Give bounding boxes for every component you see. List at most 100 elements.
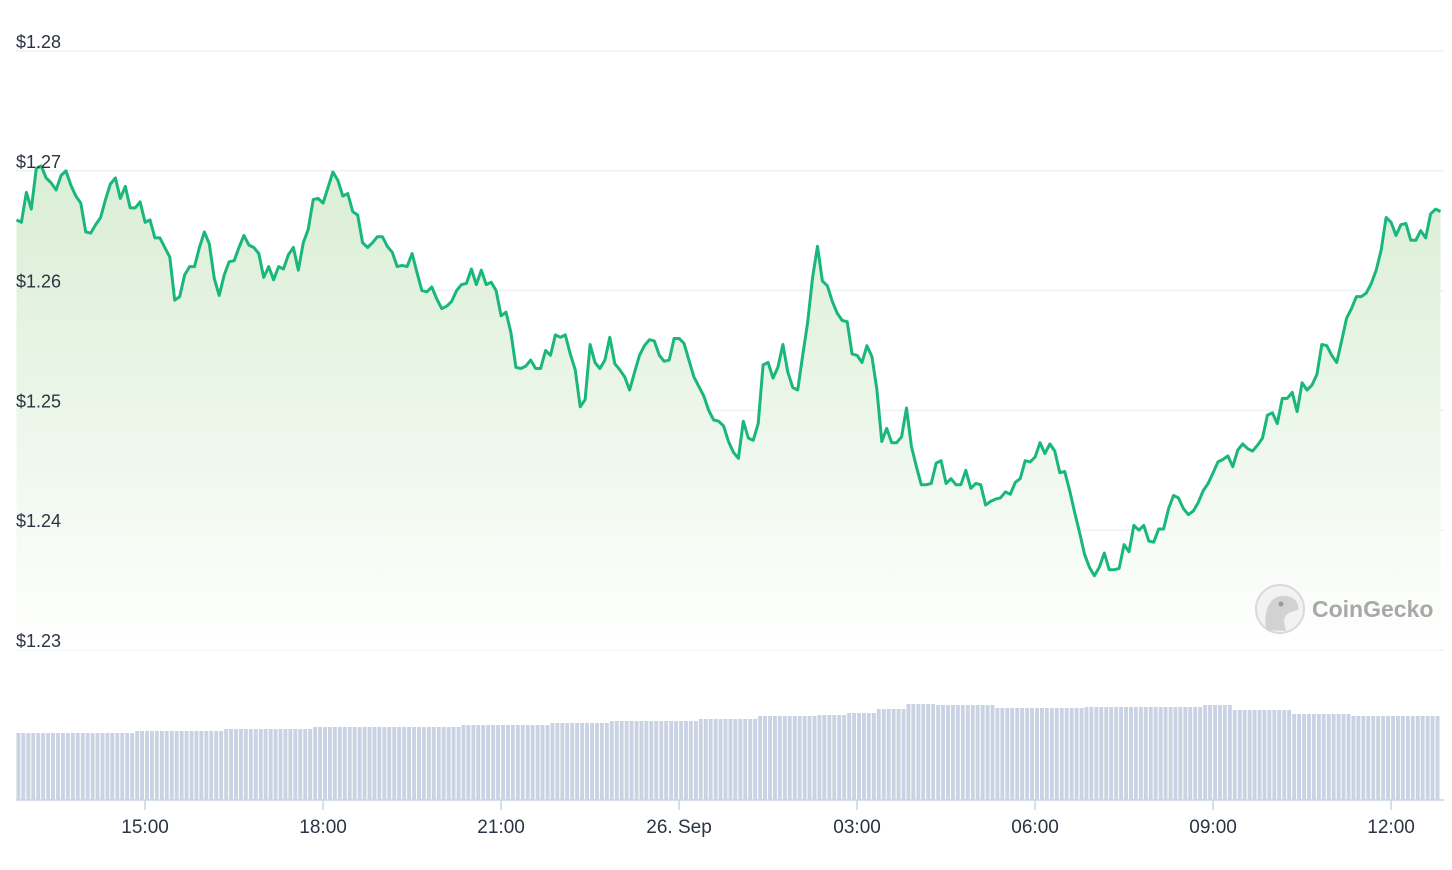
volume-bar [436, 727, 441, 800]
volume-bar [1371, 716, 1376, 800]
x-tick-label: 09:00 [1189, 817, 1237, 838]
volume-bar [1361, 716, 1366, 800]
volume-bar [1040, 708, 1044, 800]
volume-bar [323, 727, 327, 800]
volume-bar [26, 733, 31, 800]
volume-bar [955, 705, 960, 800]
volume-bar [768, 716, 772, 800]
volume-bar [980, 705, 985, 800]
volume-bar [1222, 705, 1227, 800]
volume-bar [812, 716, 817, 800]
volume-bar [1049, 708, 1054, 800]
x-tick-label: 26. Sep [646, 817, 712, 838]
volume-bar [990, 705, 995, 800]
volume-bar [931, 704, 936, 800]
y-tick-label: $1.27 [16, 152, 61, 172]
volume-bar [1153, 707, 1158, 800]
volume-bar [1119, 707, 1123, 800]
volume-bar [614, 721, 619, 800]
volume-bar [1237, 710, 1242, 800]
volume-bar [634, 721, 639, 800]
volume-bar [1099, 707, 1104, 800]
volume-bar [758, 716, 763, 800]
volume-bar [802, 716, 807, 800]
volume-bar [56, 733, 60, 800]
volume-bar [283, 729, 288, 800]
volume-bar [619, 721, 624, 800]
volume-bar [1267, 710, 1272, 800]
volume-bar [1232, 710, 1237, 800]
volume-bar [1311, 714, 1316, 800]
volume-bar [85, 733, 90, 800]
volume-bar [347, 727, 352, 800]
volume-bar [595, 723, 599, 800]
volume-bar [852, 713, 856, 800]
volume-bar [16, 733, 21, 800]
volume-bar [204, 731, 209, 800]
volume-bar [1405, 716, 1410, 800]
volume-bar [1183, 707, 1188, 800]
volume-bar [372, 727, 377, 800]
volume-bar [684, 721, 688, 800]
volume-bar [1069, 708, 1074, 800]
volume-bar [140, 731, 144, 800]
volume-bar [234, 729, 238, 800]
volume-bar [1356, 716, 1361, 800]
volume-bar [718, 719, 723, 800]
volume-bar [555, 723, 560, 800]
volume-bar [105, 733, 110, 800]
volume-bar [886, 709, 891, 800]
volume-bar [609, 721, 614, 800]
volume-bar [115, 733, 120, 800]
volume-bar [1138, 707, 1143, 800]
volume-bar [936, 705, 941, 800]
volume-bar [1257, 710, 1262, 800]
volume-bar [1346, 714, 1351, 800]
volume-bar [1351, 716, 1356, 800]
volume-bar [1307, 714, 1311, 800]
volume-bar [1272, 710, 1277, 800]
volume-bar [1242, 710, 1247, 800]
volume-bar [708, 719, 713, 800]
volume-bar [792, 716, 797, 800]
volume-bar [847, 713, 852, 800]
volume-bar [179, 731, 184, 800]
volume-bar [960, 705, 965, 800]
volume-bar [565, 723, 570, 800]
volume-bar [110, 733, 115, 800]
volume-bar [1044, 708, 1049, 800]
volume-bar [896, 709, 901, 800]
volume-bar [1178, 707, 1183, 800]
volume-bar [248, 729, 253, 800]
volume-bar [921, 704, 926, 800]
volume-bar [461, 725, 466, 800]
volume-bar [1381, 716, 1386, 800]
volume-bar [214, 731, 219, 800]
volume-bar [659, 721, 664, 800]
volume-bar [1386, 716, 1390, 800]
volume-bar [100, 733, 105, 800]
volume-bar [782, 716, 787, 800]
volume-bar [1292, 714, 1297, 800]
volume-bar [1000, 708, 1005, 800]
x-tick-label: 06:00 [1011, 817, 1059, 838]
volume-bars [16, 704, 1440, 800]
volume-bar [837, 715, 842, 800]
volume-bar [1287, 710, 1292, 800]
volume-bar [1133, 707, 1138, 800]
volume-bar [1213, 705, 1217, 800]
volume-bar [1114, 707, 1119, 800]
volume-bar [1094, 707, 1099, 800]
volume-bar [199, 731, 204, 800]
volume-bar [476, 725, 481, 800]
volume-bar [466, 725, 471, 800]
y-tick-label: $1.25 [16, 391, 61, 411]
volume-bar [743, 719, 748, 800]
volume-bar [501, 725, 505, 800]
y-tick-label: $1.28 [16, 32, 61, 52]
volume-bar [842, 715, 847, 800]
volume-bar [515, 725, 520, 800]
volume-bar [1410, 716, 1415, 800]
x-axis-labels: 15:00 18:00 21:00 26. Sep 03:00 06:00 09:00 12:… [121, 800, 1415, 838]
